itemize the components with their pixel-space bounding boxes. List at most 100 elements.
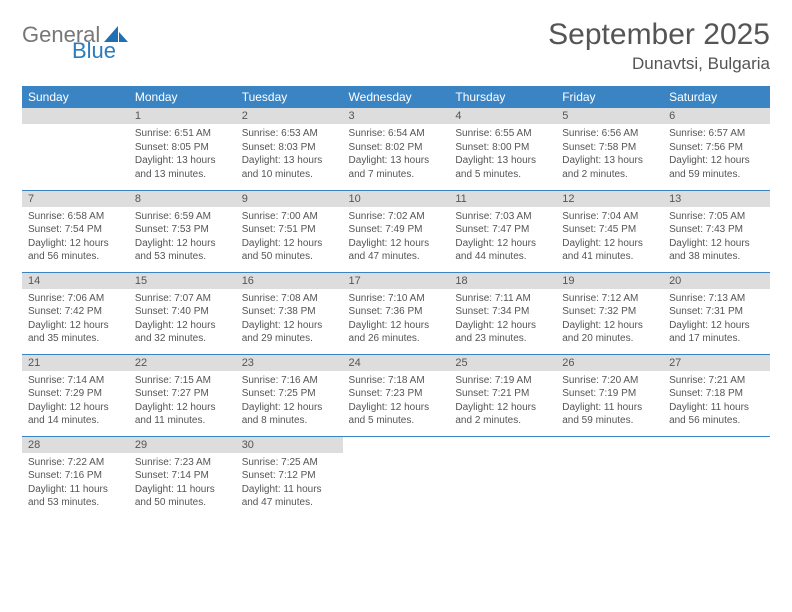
day-details: Sunrise: 6:58 AMSunset: 7:54 PMDaylight:… [22, 207, 129, 268]
calendar-cell: 18Sunrise: 7:11 AMSunset: 7:34 PMDayligh… [449, 272, 556, 354]
day-number: 13 [663, 191, 770, 207]
day-details: Sunrise: 7:13 AMSunset: 7:31 PMDaylight:… [663, 289, 770, 350]
calendar-cell: 26Sunrise: 7:20 AMSunset: 7:19 PMDayligh… [556, 354, 663, 436]
day-number: 10 [343, 191, 450, 207]
calendar-cell: 24Sunrise: 7:18 AMSunset: 7:23 PMDayligh… [343, 354, 450, 436]
calendar-cell: 10Sunrise: 7:02 AMSunset: 7:49 PMDayligh… [343, 190, 450, 272]
day-number: 17 [343, 273, 450, 289]
calendar-cell [343, 436, 450, 518]
calendar-cell: 30Sunrise: 7:25 AMSunset: 7:12 PMDayligh… [236, 436, 343, 518]
calendar-cell [663, 436, 770, 518]
day-number: 18 [449, 273, 556, 289]
calendar-cell: 23Sunrise: 7:16 AMSunset: 7:25 PMDayligh… [236, 354, 343, 436]
day-number: 14 [22, 273, 129, 289]
day-number: 11 [449, 191, 556, 207]
day-details: Sunrise: 6:59 AMSunset: 7:53 PMDaylight:… [129, 207, 236, 268]
day-details: Sunrise: 7:18 AMSunset: 7:23 PMDaylight:… [343, 371, 450, 432]
calendar-cell: 1Sunrise: 6:51 AMSunset: 8:05 PMDaylight… [129, 108, 236, 190]
day-number: 26 [556, 355, 663, 371]
day-details: Sunrise: 7:06 AMSunset: 7:42 PMDaylight:… [22, 289, 129, 350]
day-number: 5 [556, 108, 663, 124]
day-number: 2 [236, 108, 343, 124]
calendar-cell: 22Sunrise: 7:15 AMSunset: 7:27 PMDayligh… [129, 354, 236, 436]
day-details: Sunrise: 7:14 AMSunset: 7:29 PMDaylight:… [22, 371, 129, 432]
day-details: Sunrise: 7:04 AMSunset: 7:45 PMDaylight:… [556, 207, 663, 268]
day-details: Sunrise: 7:22 AMSunset: 7:16 PMDaylight:… [22, 453, 129, 514]
calendar-cell: 27Sunrise: 7:21 AMSunset: 7:18 PMDayligh… [663, 354, 770, 436]
calendar-cell: 5Sunrise: 6:56 AMSunset: 7:58 PMDaylight… [556, 108, 663, 190]
day-number: 9 [236, 191, 343, 207]
calendar-week-row: 7Sunrise: 6:58 AMSunset: 7:54 PMDaylight… [22, 190, 770, 272]
day-number: 4 [449, 108, 556, 124]
day-number: 15 [129, 273, 236, 289]
calendar-cell: 8Sunrise: 6:59 AMSunset: 7:53 PMDaylight… [129, 190, 236, 272]
weekday-header: Sunday [22, 86, 129, 108]
calendar-cell: 25Sunrise: 7:19 AMSunset: 7:21 PMDayligh… [449, 354, 556, 436]
day-number: 21 [22, 355, 129, 371]
day-details: Sunrise: 6:55 AMSunset: 8:00 PMDaylight:… [449, 124, 556, 185]
day-number: 6 [663, 108, 770, 124]
calendar-cell: 17Sunrise: 7:10 AMSunset: 7:36 PMDayligh… [343, 272, 450, 354]
day-number: 19 [556, 273, 663, 289]
day-details: Sunrise: 7:03 AMSunset: 7:47 PMDaylight:… [449, 207, 556, 268]
weekday-header: Friday [556, 86, 663, 108]
title-block: September 2025 Dunavtsi, Bulgaria [548, 18, 770, 74]
calendar-header-row: SundayMondayTuesdayWednesdayThursdayFrid… [22, 86, 770, 108]
month-title: September 2025 [548, 18, 770, 52]
calendar-week-row: 21Sunrise: 7:14 AMSunset: 7:29 PMDayligh… [22, 354, 770, 436]
day-number: 8 [129, 191, 236, 207]
weekday-header: Saturday [663, 86, 770, 108]
day-details: Sunrise: 7:15 AMSunset: 7:27 PMDaylight:… [129, 371, 236, 432]
day-number: 25 [449, 355, 556, 371]
day-details: Sunrise: 7:23 AMSunset: 7:14 PMDaylight:… [129, 453, 236, 514]
day-number: 3 [343, 108, 450, 124]
location: Dunavtsi, Bulgaria [548, 54, 770, 74]
day-details: Sunrise: 7:11 AMSunset: 7:34 PMDaylight:… [449, 289, 556, 350]
day-number: 27 [663, 355, 770, 371]
day-details: Sunrise: 7:02 AMSunset: 7:49 PMDaylight:… [343, 207, 450, 268]
day-details: Sunrise: 7:12 AMSunset: 7:32 PMDaylight:… [556, 289, 663, 350]
calendar-cell: 29Sunrise: 7:23 AMSunset: 7:14 PMDayligh… [129, 436, 236, 518]
brand-line2: Blue [72, 40, 130, 62]
day-number: 29 [129, 437, 236, 453]
day-number: 12 [556, 191, 663, 207]
brand-logo: General Blue [22, 18, 130, 62]
day-details: Sunrise: 7:05 AMSunset: 7:43 PMDaylight:… [663, 207, 770, 268]
calendar-cell: 4Sunrise: 6:55 AMSunset: 8:00 PMDaylight… [449, 108, 556, 190]
calendar-cell: 15Sunrise: 7:07 AMSunset: 7:40 PMDayligh… [129, 272, 236, 354]
calendar-cell: 12Sunrise: 7:04 AMSunset: 7:45 PMDayligh… [556, 190, 663, 272]
calendar-cell: 3Sunrise: 6:54 AMSunset: 8:02 PMDaylight… [343, 108, 450, 190]
calendar-cell [22, 108, 129, 190]
calendar-week-row: 28Sunrise: 7:22 AMSunset: 7:16 PMDayligh… [22, 436, 770, 518]
weekday-header: Thursday [449, 86, 556, 108]
day-details: Sunrise: 7:16 AMSunset: 7:25 PMDaylight:… [236, 371, 343, 432]
calendar-table: SundayMondayTuesdayWednesdayThursdayFrid… [22, 86, 770, 518]
day-number: 24 [343, 355, 450, 371]
day-number: 16 [236, 273, 343, 289]
calendar-cell [556, 436, 663, 518]
day-number [22, 108, 129, 124]
header: General Blue September 2025 Dunavtsi, Bu… [22, 18, 770, 74]
day-details: Sunrise: 7:25 AMSunset: 7:12 PMDaylight:… [236, 453, 343, 514]
calendar-cell: 9Sunrise: 7:00 AMSunset: 7:51 PMDaylight… [236, 190, 343, 272]
calendar-cell: 20Sunrise: 7:13 AMSunset: 7:31 PMDayligh… [663, 272, 770, 354]
day-details: Sunrise: 7:10 AMSunset: 7:36 PMDaylight:… [343, 289, 450, 350]
day-number: 28 [22, 437, 129, 453]
day-number: 20 [663, 273, 770, 289]
day-number: 23 [236, 355, 343, 371]
calendar-cell: 7Sunrise: 6:58 AMSunset: 7:54 PMDaylight… [22, 190, 129, 272]
weekday-header: Wednesday [343, 86, 450, 108]
calendar-cell: 6Sunrise: 6:57 AMSunset: 7:56 PMDaylight… [663, 108, 770, 190]
weekday-header: Tuesday [236, 86, 343, 108]
weekday-header: Monday [129, 86, 236, 108]
calendar-cell: 14Sunrise: 7:06 AMSunset: 7:42 PMDayligh… [22, 272, 129, 354]
calendar-cell: 11Sunrise: 7:03 AMSunset: 7:47 PMDayligh… [449, 190, 556, 272]
calendar-week-row: 1Sunrise: 6:51 AMSunset: 8:05 PMDaylight… [22, 108, 770, 190]
calendar-cell: 19Sunrise: 7:12 AMSunset: 7:32 PMDayligh… [556, 272, 663, 354]
calendar-cell [449, 436, 556, 518]
day-number: 22 [129, 355, 236, 371]
day-details: Sunrise: 7:20 AMSunset: 7:19 PMDaylight:… [556, 371, 663, 432]
day-details: Sunrise: 6:54 AMSunset: 8:02 PMDaylight:… [343, 124, 450, 185]
calendar-cell: 2Sunrise: 6:53 AMSunset: 8:03 PMDaylight… [236, 108, 343, 190]
day-number: 1 [129, 108, 236, 124]
